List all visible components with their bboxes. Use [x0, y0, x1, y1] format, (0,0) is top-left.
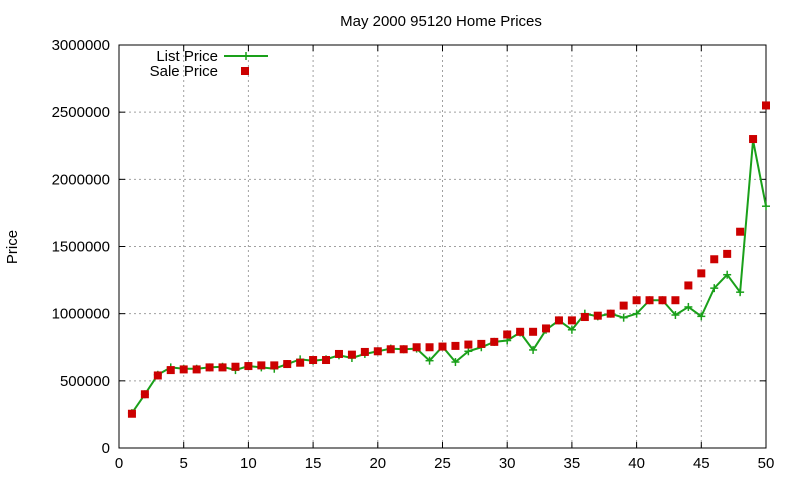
x-tick-label: 40 — [628, 455, 645, 472]
list-price-point — [684, 302, 693, 311]
list-price-point — [762, 202, 770, 211]
sale-price-point — [334, 349, 343, 358]
legend-label-list-price: List Price — [156, 48, 218, 65]
y-tick-label: 3000000 — [52, 37, 110, 54]
sale-price-point — [347, 350, 356, 359]
list-price-point — [736, 288, 745, 297]
x-axis-ticks: 0 5 10 15 20 25 30 35 40 45 50 — [115, 45, 775, 472]
sale-price-point — [580, 313, 589, 322]
sale-price-point — [684, 281, 693, 290]
sale-price-point — [153, 371, 162, 380]
sale-price-point — [567, 316, 576, 325]
series-list-price — [127, 136, 770, 418]
sale-price-point — [619, 301, 628, 310]
x-tick-label: 25 — [434, 455, 451, 472]
sale-price-point — [477, 339, 486, 348]
sale-price-point — [257, 361, 266, 370]
sale-price-point — [192, 365, 201, 374]
sale-price-point — [503, 330, 512, 339]
y-tick-label: 500000 — [60, 373, 110, 390]
list-price-point — [529, 345, 538, 354]
sale-price-point — [373, 347, 382, 356]
sale-price-point — [632, 296, 641, 305]
grid — [119, 45, 766, 448]
sale-price-point — [749, 135, 758, 144]
sale-price-point — [412, 343, 421, 352]
legend: List Price Sale Price — [150, 48, 268, 80]
x-tick-label: 45 — [693, 455, 710, 472]
sale-price-point — [645, 296, 654, 305]
sale-price-point — [360, 347, 369, 356]
y-tick-label: 0 — [102, 440, 110, 457]
y-tick-label: 1000000 — [52, 306, 110, 323]
sale-price-point — [451, 341, 460, 350]
y-tick-label: 1500000 — [52, 239, 110, 256]
sale-price-point — [231, 362, 240, 371]
list-price-point — [464, 347, 473, 356]
sale-price-point — [244, 362, 253, 371]
chart-title: May 2000 95120 Home Prices — [340, 13, 542, 30]
sale-price-point — [166, 366, 175, 375]
list-price-point — [710, 284, 719, 293]
list-price-point — [671, 311, 680, 320]
sale-price-point — [542, 324, 551, 333]
x-tick-label: 35 — [564, 455, 581, 472]
sale-price-point — [399, 345, 408, 354]
sale-price-point — [723, 249, 732, 258]
sale-price-point — [309, 356, 318, 365]
sale-price-point — [529, 327, 538, 336]
x-tick-label: 10 — [240, 455, 257, 472]
sale-price-point — [425, 343, 434, 352]
sale-price-point — [140, 390, 149, 399]
x-tick-label: 20 — [369, 455, 386, 472]
y-axis-label: Price — [4, 230, 21, 264]
sale-price-point — [270, 361, 279, 370]
list-price-line — [131, 140, 767, 414]
sale-price-point — [296, 358, 305, 367]
series-sale-price — [127, 101, 770, 418]
x-tick-label: 5 — [180, 455, 188, 472]
sale-price-point — [516, 327, 525, 336]
legend-label-sale-price: Sale Price — [150, 63, 218, 80]
y-axis-ticks: 0 500000 1000000 1500000 2000000 2500000 30000… — [52, 37, 766, 457]
list-price-point — [723, 270, 732, 279]
sale-price-point — [322, 356, 331, 365]
sale-price-point — [762, 101, 770, 110]
x-tick-label: 0 — [115, 455, 123, 472]
x-tick-label: 15 — [305, 455, 322, 472]
sale-price-point — [490, 337, 499, 346]
sale-price-point — [205, 363, 214, 372]
list-price-point — [567, 325, 576, 334]
sale-price-point — [697, 269, 706, 278]
sale-price-point — [283, 360, 292, 369]
sale-price-point — [606, 309, 615, 318]
list-price-point — [632, 309, 641, 318]
sale-price-point — [710, 255, 719, 264]
sale-price-point — [658, 296, 667, 305]
legend-swatch-sale-price — [241, 67, 249, 75]
sale-price-point — [386, 345, 395, 354]
sale-price-point — [179, 365, 188, 374]
x-tick-label: 50 — [758, 455, 775, 472]
sale-price-point — [554, 316, 563, 325]
list-price-point — [451, 358, 460, 367]
list-price-point — [619, 313, 628, 322]
y-tick-label: 2000000 — [52, 171, 110, 188]
sale-price-point — [218, 363, 227, 372]
sale-price-point — [127, 409, 136, 418]
sale-price-point — [671, 296, 680, 305]
list-price-point — [697, 312, 706, 321]
sale-price-point — [593, 311, 602, 320]
sale-price-point — [736, 227, 745, 236]
y-tick-label: 2500000 — [52, 104, 110, 121]
legend-marker-list-price — [242, 52, 250, 60]
list-price-point — [425, 356, 434, 365]
sale-price-point — [438, 342, 447, 351]
x-tick-label: 30 — [499, 455, 516, 472]
sale-price-point — [464, 340, 473, 349]
